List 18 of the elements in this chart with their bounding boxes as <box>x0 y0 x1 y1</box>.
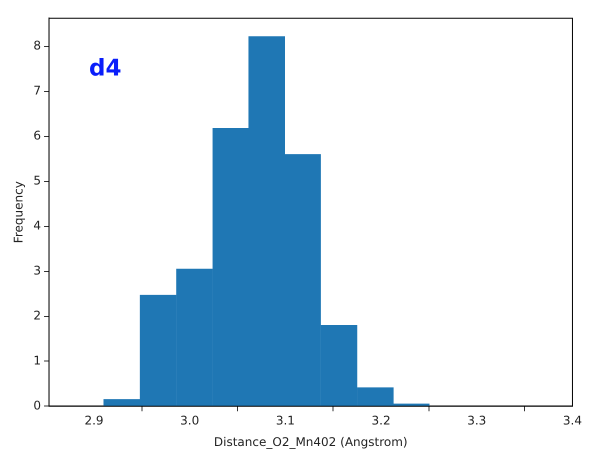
y-tick-label: 2 <box>33 308 42 322</box>
x-tick-label: 3.2 <box>372 414 391 428</box>
y-tick-label: 6 <box>33 128 42 143</box>
y-tick-label: 3 <box>33 263 42 278</box>
y-axis-title: Frequency <box>11 181 26 244</box>
y-tick-label: 5 <box>33 174 42 188</box>
x-tick-label: 3.1 <box>276 414 295 428</box>
annotation: d4 <box>89 56 122 82</box>
y-tick-label: 4 <box>33 218 42 232</box>
x-tick-label: 2.9 <box>84 414 104 428</box>
x-tick-label: 3.4 <box>562 414 582 428</box>
y-tick-label: 7 <box>33 84 42 98</box>
y-tick-label: 1 <box>33 353 42 368</box>
x-axis-title: Distance_O2_Mn402 (Angstrom) <box>214 434 408 449</box>
x-tick-label: 3.0 <box>180 414 200 428</box>
y-tick-label: 0 <box>33 398 42 412</box>
x-tick-label: 3.3 <box>467 414 486 428</box>
y-tick-label: 8 <box>33 38 42 53</box>
